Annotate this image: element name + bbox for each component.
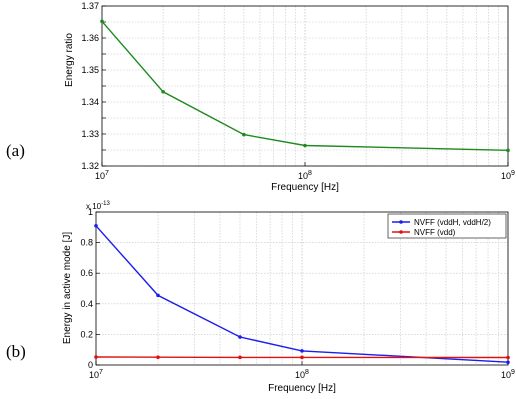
data-point bbox=[94, 223, 98, 228]
y-tick-label: 1.36 bbox=[81, 33, 99, 43]
x-tick-exponent: 8 bbox=[308, 170, 312, 177]
data-point bbox=[100, 19, 104, 24]
data-point bbox=[94, 355, 98, 359]
y-tick-label: 1.34 bbox=[81, 97, 99, 107]
x-tick-label: 107 bbox=[89, 369, 103, 380]
x-axis-label: Frequency [Hz] bbox=[271, 182, 339, 193]
x-tick-exponent: 7 bbox=[105, 170, 109, 177]
data-point bbox=[506, 148, 510, 153]
legend-box bbox=[387, 213, 507, 239]
data-point bbox=[506, 360, 510, 365]
data-point bbox=[161, 89, 165, 94]
x-tick-label: 109 bbox=[501, 170, 515, 181]
y-tick-label: 0.6 bbox=[80, 268, 93, 278]
x-tick-base: 10 bbox=[295, 370, 305, 380]
y-axis-multiplier: x 10-13 bbox=[86, 201, 110, 211]
x-tick-exponent: 9 bbox=[511, 170, 515, 177]
x-tick-label: 109 bbox=[501, 369, 515, 380]
y-multiplier-exponent: -13 bbox=[101, 201, 110, 207]
y-tick-label: 0.2 bbox=[80, 329, 93, 339]
data-point bbox=[238, 355, 242, 360]
x-tick-label: 108 bbox=[295, 369, 309, 380]
x-tick-base: 10 bbox=[298, 171, 308, 181]
x-tick-exponent: 8 bbox=[305, 369, 309, 376]
y-axis-label: Energy in active mode [J] bbox=[62, 232, 73, 344]
y-tick-label: 1.32 bbox=[81, 161, 99, 171]
y-multiplier-base: x 10 bbox=[86, 202, 102, 211]
y-tick-label: 0 bbox=[88, 360, 93, 370]
data-point bbox=[300, 349, 304, 353]
y-tick-label: 0.4 bbox=[80, 299, 93, 309]
data-point bbox=[300, 355, 304, 360]
y-axis-label: Energy ratio bbox=[64, 33, 75, 87]
x-tick-exponent: 9 bbox=[511, 369, 515, 376]
x-tick-base: 10 bbox=[501, 370, 511, 380]
y-tick-label: 1 bbox=[88, 207, 93, 217]
data-point bbox=[238, 335, 242, 339]
data-point bbox=[156, 355, 160, 359]
panel-label-a: (a) bbox=[6, 141, 25, 160]
data-point bbox=[242, 132, 246, 137]
data-point bbox=[303, 143, 307, 148]
x-tick-label: 108 bbox=[298, 170, 312, 181]
x-tick-base: 10 bbox=[95, 171, 105, 181]
legend-entry: NVFF (vddH, vddH/2) bbox=[414, 218, 491, 227]
data-point bbox=[506, 355, 510, 360]
data-point bbox=[156, 293, 160, 298]
y-tick-label: 1.33 bbox=[81, 129, 99, 139]
x-tick-exponent: 7 bbox=[99, 369, 103, 376]
legend-entry: NVFF (vdd) bbox=[414, 228, 456, 237]
x-tick-label: 107 bbox=[95, 170, 109, 181]
legend-swatch-marker bbox=[399, 220, 403, 224]
y-tick-label: 0.8 bbox=[80, 238, 93, 248]
x-tick-base: 10 bbox=[501, 171, 511, 181]
y-tick-label: 1.35 bbox=[81, 65, 99, 75]
x-axis-label: Frequency [Hz] bbox=[268, 383, 336, 394]
y-tick-label: 1.37 bbox=[81, 1, 99, 11]
x-tick-base: 10 bbox=[89, 370, 99, 380]
legend-swatch-marker bbox=[399, 230, 403, 234]
panel-label-b: (b) bbox=[6, 342, 26, 361]
